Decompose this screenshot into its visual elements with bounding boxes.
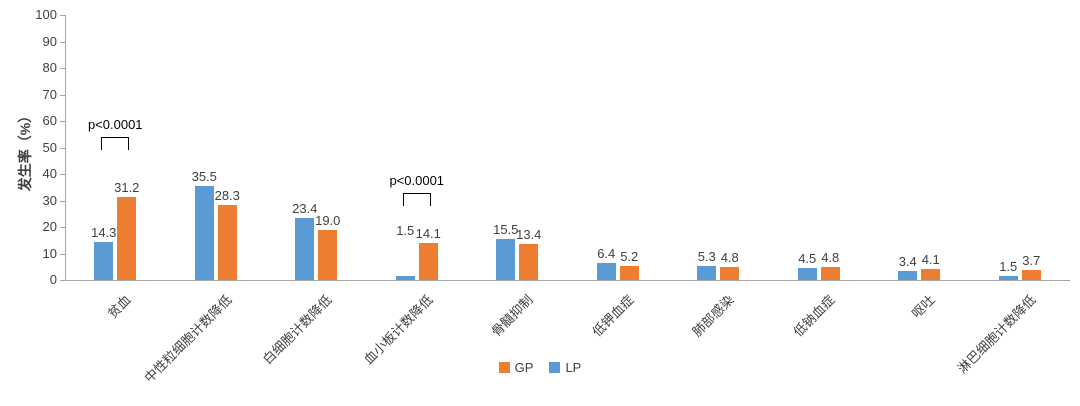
y-tick-label: 20 <box>42 219 57 234</box>
bar-gp <box>519 244 539 280</box>
bar-value-label: 4.5 <box>798 251 817 267</box>
bar-gp <box>318 229 338 280</box>
bar-value-label: 23.4 <box>292 200 318 216</box>
bar-value-label: 15.5 <box>493 221 519 237</box>
p-value-label: p<0.0001 <box>87 116 143 132</box>
category-label: 血小板计数降低 <box>360 292 436 368</box>
y-tick-label: 80 <box>42 60 57 75</box>
bar-gp <box>117 197 137 280</box>
p-value-label: p<0.0001 <box>389 172 445 188</box>
legend-swatch-gp <box>498 362 510 373</box>
bar-gp <box>217 205 237 280</box>
significance-bracket <box>402 192 431 206</box>
y-tick-label: 40 <box>42 166 57 181</box>
y-tick-mark <box>60 253 65 255</box>
y-tick-label: 50 <box>42 139 57 155</box>
legend-item-gp: GP <box>498 360 534 375</box>
y-tick-label: 0 <box>49 272 57 287</box>
bar-value-label: 4.8 <box>720 250 739 266</box>
y-tick-mark <box>60 68 65 69</box>
bar-value-label: 28.3 <box>214 188 240 203</box>
y-tick-label: 60 <box>42 113 57 128</box>
y-tick-mark <box>60 200 65 202</box>
category-label: 低钾血症 <box>589 292 637 340</box>
y-tick-mark <box>60 227 65 228</box>
bar-value-label: 4.8 <box>821 250 840 266</box>
legend-label-lp: LP <box>565 360 582 375</box>
bar-gp <box>921 269 941 280</box>
x-axis-line <box>65 280 1070 281</box>
bar-lp <box>395 276 415 280</box>
category-label: 骨髓抑制 <box>488 292 536 340</box>
bar-value-label: 3.7 <box>1022 253 1041 269</box>
bar-lp <box>998 276 1018 280</box>
bar-lp <box>496 238 516 280</box>
bar-value-label: 14.1 <box>415 225 441 241</box>
y-tick-mark <box>60 147 65 149</box>
y-tick-label: 70 <box>42 86 57 102</box>
category-label: 贫血 <box>104 292 134 322</box>
bar-gp <box>820 267 840 280</box>
y-tick-label: 30 <box>42 192 57 208</box>
bar-lp <box>194 185 214 280</box>
bar-lp <box>94 242 114 280</box>
y-axis-line <box>65 15 66 280</box>
bar-value-label: 6.4 <box>597 246 616 262</box>
bar-lp <box>697 265 717 280</box>
y-tick-label: 90 <box>42 33 57 49</box>
bar-value-label: 13.4 <box>516 227 542 243</box>
legend-label-gp: GP <box>514 360 534 375</box>
y-tick-label: 10 <box>42 245 57 261</box>
bar-gp <box>1021 270 1041 280</box>
bar-value-label: 35.5 <box>191 168 217 184</box>
y-tick-label: 100 <box>35 7 57 22</box>
bar-gp <box>418 242 438 280</box>
y-tick-mark <box>60 280 65 281</box>
bar-lp <box>898 270 918 280</box>
y-tick-mark <box>60 94 65 96</box>
legend: GP LP <box>0 360 1080 375</box>
category-label: 低钠血症 <box>790 292 838 340</box>
y-tick-mark <box>60 41 65 43</box>
bar-value-label: 14.3 <box>91 225 117 241</box>
category-label: 肺部感染 <box>689 292 737 340</box>
y-tick-mark <box>60 15 65 16</box>
bar-lp <box>596 263 616 280</box>
bar-value-label: 1.5 <box>396 223 415 239</box>
bar-value-label: 3.4 <box>898 253 917 269</box>
bar-value-label: 5.2 <box>620 249 639 265</box>
category-label: 白细胞计数降低 <box>260 292 335 368</box>
legend-item-lp: LP <box>549 360 581 375</box>
bar-value-label: 5.3 <box>697 248 716 264</box>
bar-value-label: 1.5 <box>999 259 1018 275</box>
y-tick-mark <box>60 174 65 175</box>
legend-swatch-lp <box>549 362 561 373</box>
bar-value-label: 4.1 <box>921 252 940 268</box>
bar-value-label: 19.0 <box>315 212 341 228</box>
y-tick-mark <box>60 121 65 122</box>
bar-lp <box>797 268 817 280</box>
bar-gp <box>619 266 639 280</box>
bar-gp <box>720 267 740 280</box>
bar-value-label: 31.2 <box>114 180 140 196</box>
bar-lp <box>295 217 315 280</box>
significance-bracket <box>101 136 130 150</box>
category-label: 呕吐 <box>908 292 938 322</box>
